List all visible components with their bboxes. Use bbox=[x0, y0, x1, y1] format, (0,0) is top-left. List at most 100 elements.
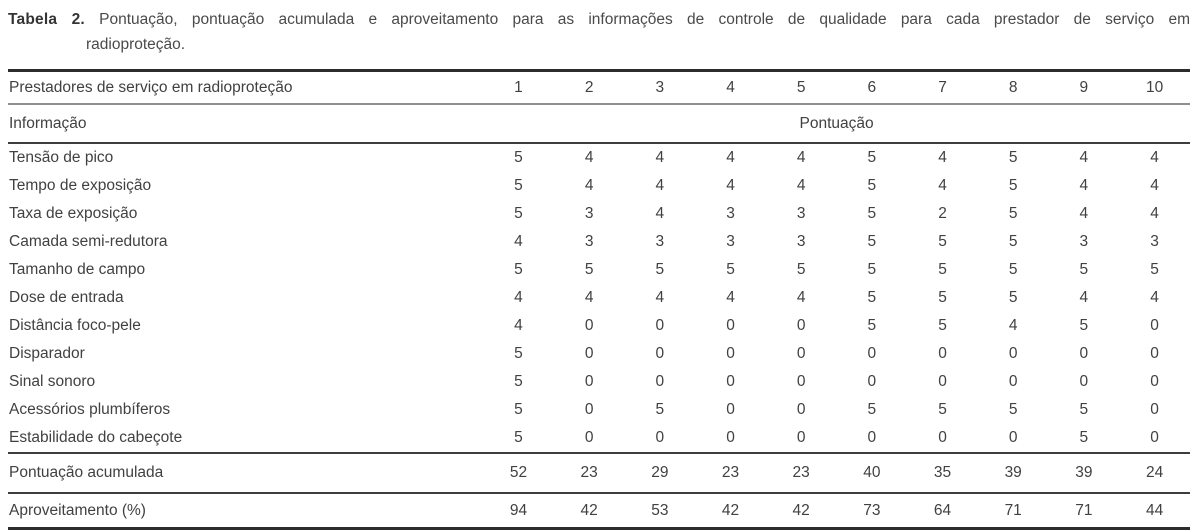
summary-cell: 23 bbox=[553, 452, 625, 494]
summary-cell: 39 bbox=[1048, 452, 1120, 494]
summary-row: Pontuação acumulada 52 23 29 23 23 40 35 39 39 24 bbox=[8, 452, 1190, 494]
table-row: Tamanho de campo 5 5 5 5 5 5 5 5 5 5 bbox=[8, 256, 1190, 284]
score-cell: 5 bbox=[1008, 149, 1018, 166]
score-cell: 0 bbox=[796, 373, 806, 390]
score-cell: 3 bbox=[726, 205, 735, 222]
score-cell: 5 bbox=[514, 429, 523, 446]
score-cell: 4 bbox=[1150, 205, 1159, 222]
score-cell: 3 bbox=[726, 233, 735, 250]
summary-cell: 35 bbox=[907, 452, 978, 494]
table-row: Sinal sonoro 5 0 0 0 0 0 0 0 0 0 bbox=[8, 368, 1190, 396]
summary-cell: 23 bbox=[695, 452, 766, 494]
score-cell: 4 bbox=[514, 233, 523, 250]
score-cell: 5 bbox=[1079, 261, 1089, 278]
summary-cell: 39 bbox=[977, 452, 1049, 494]
summary-cell: 42 bbox=[721, 501, 740, 519]
score-cell: 5 bbox=[1079, 401, 1089, 418]
score-cell: 4 bbox=[1079, 205, 1089, 222]
summary-cell: 71 bbox=[1004, 501, 1022, 519]
score-cell: 5 bbox=[938, 317, 947, 334]
score-cell: 4 bbox=[796, 289, 806, 306]
summary-cell: 42 bbox=[792, 501, 810, 519]
summary-row-label: Pontuação acumulada bbox=[8, 452, 484, 494]
provider-column-header: 1 bbox=[483, 70, 554, 105]
score-cell: 3 bbox=[1150, 233, 1159, 250]
score-cell: 0 bbox=[796, 401, 806, 418]
score-cell: 0 bbox=[1008, 429, 1018, 446]
score-cell: 4 bbox=[1150, 289, 1159, 306]
score-cell: 4 bbox=[1150, 177, 1159, 194]
summary-cell: 52 bbox=[483, 452, 554, 494]
score-cell: 0 bbox=[584, 373, 594, 390]
score-cell: 4 bbox=[1008, 317, 1018, 334]
score-cell: 5 bbox=[867, 261, 877, 278]
score-cell: 0 bbox=[1079, 345, 1089, 362]
summary-cell: 73 bbox=[863, 501, 881, 519]
caption-label: Tabela 2. bbox=[8, 11, 85, 28]
table-row: Disparador 5 0 0 0 0 0 0 0 0 0 bbox=[8, 340, 1190, 368]
score-cell: 3 bbox=[796, 205, 806, 222]
score-cell: 4 bbox=[514, 317, 523, 334]
provider-column-header: 7 bbox=[907, 70, 978, 105]
score-cell: 5 bbox=[655, 261, 665, 278]
score-cell: 5 bbox=[1008, 177, 1018, 194]
score-cell: 0 bbox=[655, 373, 665, 390]
score-cell: 5 bbox=[514, 345, 523, 362]
score-cell: 0 bbox=[796, 345, 806, 362]
score-cell: 3 bbox=[584, 233, 594, 250]
score-cell: 5 bbox=[1008, 289, 1018, 306]
score-cell: 5 bbox=[938, 401, 947, 418]
score-cell: 0 bbox=[726, 317, 735, 334]
score-cell: 0 bbox=[938, 345, 947, 362]
provider-column-header: 6 bbox=[836, 70, 908, 105]
score-cell: 0 bbox=[584, 317, 594, 334]
table-head: Prestadores de serviço em radioproteção … bbox=[8, 70, 1190, 144]
summary-cell: 23 bbox=[765, 452, 837, 494]
score-cell: 4 bbox=[1150, 149, 1159, 166]
provider-column-header: 2 bbox=[553, 70, 625, 105]
provider-column-header: 4 bbox=[695, 70, 766, 105]
row-label: Disparador bbox=[9, 345, 85, 362]
table-caption: Tabela 2. Pontuação, pontuação acumulada… bbox=[8, 7, 1190, 57]
providers-header-row: Prestadores de serviço em radioproteção … bbox=[8, 70, 1190, 105]
summary-row-label: Aproveitamento (%) bbox=[9, 501, 146, 519]
score-cell: 5 bbox=[726, 261, 735, 278]
table-body: Tensão de pico 5 4 4 4 4 5 4 5 4 4 Tempo de exposiç… bbox=[8, 143, 1190, 453]
row-label: Estabilidade do cabeçote bbox=[9, 429, 183, 446]
score-header-label: Pontuação bbox=[483, 104, 1190, 144]
score-cell: 5 bbox=[584, 261, 594, 278]
summary-cell: 24 bbox=[1119, 452, 1190, 494]
score-cell: 3 bbox=[796, 233, 806, 250]
score-cell: 4 bbox=[938, 177, 947, 194]
score-cell: 3 bbox=[655, 233, 665, 250]
score-cell: 0 bbox=[1150, 345, 1159, 362]
score-cell: 0 bbox=[867, 345, 877, 362]
score-cell: 0 bbox=[726, 429, 735, 446]
score-cell: 0 bbox=[655, 345, 665, 362]
score-cell: 4 bbox=[584, 289, 594, 306]
score-cell: 5 bbox=[867, 233, 877, 250]
score-cell: 5 bbox=[514, 373, 523, 390]
score-cell: 4 bbox=[655, 205, 665, 222]
caption-text: Pontuação, pontuação acumulada e aprovei… bbox=[99, 11, 1190, 28]
provider-column-header: 9 bbox=[1048, 70, 1120, 105]
table-row: Tensão de pico 5 4 4 4 4 5 4 5 4 4 bbox=[8, 143, 1190, 172]
row-label: Sinal sonoro bbox=[9, 373, 96, 390]
score-cell: 4 bbox=[655, 149, 665, 166]
score-cell: 4 bbox=[1079, 149, 1089, 166]
score-cell: 4 bbox=[726, 289, 735, 306]
score-cell: 0 bbox=[584, 345, 594, 362]
score-cell: 0 bbox=[867, 373, 877, 390]
summary-cell: 29 bbox=[624, 452, 696, 494]
score-cell: 5 bbox=[514, 261, 523, 278]
summary-cell: 53 bbox=[651, 501, 669, 519]
score-cell: 4 bbox=[796, 177, 806, 194]
score-cell: 5 bbox=[938, 261, 947, 278]
score-cell: 5 bbox=[867, 317, 877, 334]
row-label: Tamanho de campo bbox=[9, 261, 146, 278]
score-cell: 4 bbox=[726, 149, 735, 166]
score-cell: 0 bbox=[655, 317, 665, 334]
score-cell: 0 bbox=[867, 429, 877, 446]
row-label: Distância foco-pele bbox=[9, 317, 141, 334]
